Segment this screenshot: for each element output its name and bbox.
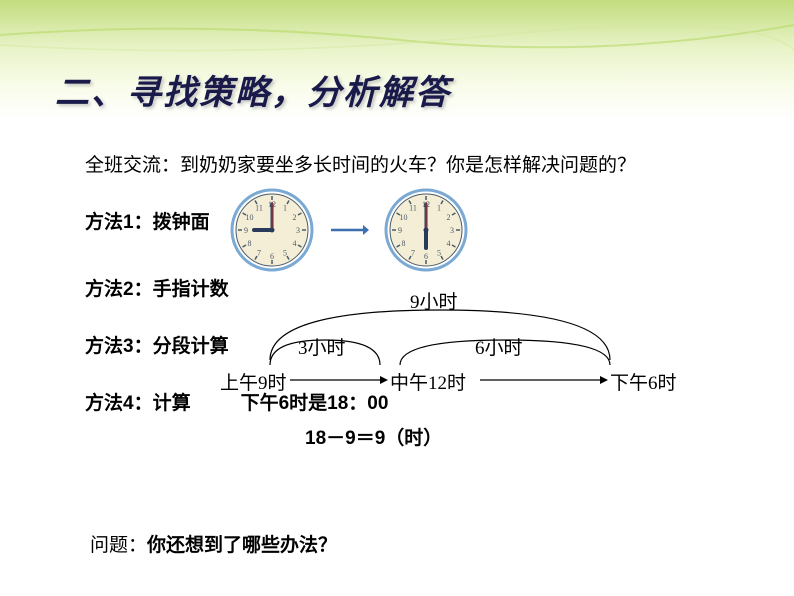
diagram-point3: 下午6时 [610,368,677,395]
svg-text:4: 4 [293,239,297,248]
svg-text:5: 5 [437,249,441,258]
svg-text:1: 1 [283,203,287,212]
svg-text:4: 4 [447,239,451,248]
segment-diagram: 9小时 3小时 6小时 上午9时 中午12时 下午6时 [230,290,690,390]
svg-text:9: 9 [398,226,402,235]
slide-title: 二、寻找策略，分析解答 [55,65,451,114]
svg-text:3: 3 [450,226,454,235]
svg-text:10: 10 [399,213,407,222]
method-1-label: 方法1：拨钟面 [85,207,210,234]
diagram-point2: 中午12时 [390,368,466,395]
svg-text:5: 5 [283,249,287,258]
question-prefix: 问题： [90,535,147,556]
svg-text:11: 11 [409,203,417,212]
svg-text:3: 3 [296,226,300,235]
arrow-icon [329,220,369,240]
svg-text:11: 11 [255,203,263,212]
svg-text:2: 2 [293,213,297,222]
svg-text:7: 7 [411,249,415,258]
method-4-line2: 18－9＝9（时） [305,423,744,450]
svg-text:6: 6 [270,252,274,261]
clock-1: 121234567891011 [230,188,314,272]
svg-text:10: 10 [245,213,253,222]
svg-text:8: 8 [401,239,405,248]
svg-text:1: 1 [437,203,441,212]
diagram-point1: 上午9时 [220,368,287,395]
method-2-label: 方法2：手指计数 [85,274,229,301]
clocks-illustration: 121234567891011 121234567891011 [230,188,468,272]
discussion-prompt: 全班交流：到奶奶家要坐多长时间的火车？你是怎样解决问题的？ [85,150,744,177]
method-3-label: 方法3：分段计算 [85,331,229,358]
svg-text:8: 8 [247,239,251,248]
final-question: 问题：你还想到了哪些办法？ [90,530,337,557]
svg-text:2: 2 [447,213,451,222]
method-4-label: 方法4：计算 [85,388,191,415]
question-text: 你还想到了哪些办法？ [147,535,337,556]
svg-text:9: 9 [244,226,248,235]
diagram-total-label: 9小时 [410,287,458,314]
svg-text:7: 7 [257,249,261,258]
diagram-seg1-label: 3小时 [298,333,346,360]
clock-2: 121234567891011 [384,188,468,272]
diagram-seg2-label: 6小时 [475,333,523,360]
svg-text:6: 6 [424,252,428,261]
